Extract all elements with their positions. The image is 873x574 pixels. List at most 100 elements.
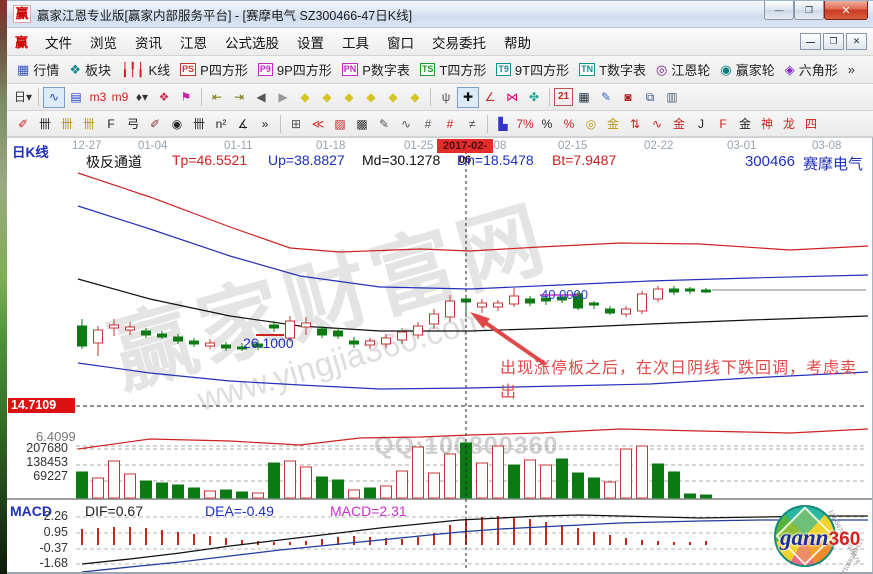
calculator-icon[interactable]: ▦ [578, 90, 590, 104]
main-toolbar: ▦ 行情 ❖ 板块 ╽╿╽ K线 PS P四方形 P9 9P四方形 PN P数字表 TS T四方形 T9 9T… [7, 56, 873, 84]
menu-item-2[interactable]: 浏览 [90, 35, 118, 51]
gold-grid-1-icon[interactable]: 卌 [60, 116, 73, 131]
toolbar-kline-button[interactable]: ╽╿╽ K线 [121, 60, 170, 79]
circle-fan-icon[interactable]: ◉ [171, 116, 183, 131]
toolbar-t-square-button[interactable]: TS T四方形 [419, 60, 486, 79]
zigzag-tool-icon[interactable]: ∿ [43, 86, 65, 108]
blue-bars-icon[interactable]: ▙ [498, 116, 508, 131]
four-angle-icon[interactable]: 四 [804, 116, 817, 131]
spiral-grid-icon[interactable]: 弓 [126, 116, 139, 131]
copy-window-icon[interactable]: ⧉ [645, 90, 655, 104]
grid-corner-icon[interactable]: # [446, 116, 454, 131]
f-angle-icon[interactable]: F [719, 116, 727, 131]
diamond-h-compress-icon[interactable]: ◆ [366, 90, 376, 104]
ma9-chart-icon[interactable]: m9 [111, 90, 129, 104]
menu-item-7[interactable]: 工具 [342, 35, 370, 51]
fib-grid-icon[interactable]: F [107, 116, 115, 131]
long-tool-icon[interactable]: 龙 [782, 116, 795, 131]
toolbar-quotes-button[interactable]: ▦ 行情 [17, 60, 59, 79]
percent-icon[interactable]: % [541, 116, 553, 131]
toolbar-overflow-icon[interactable]: » [847, 62, 856, 77]
minimize-button[interactable]: — [764, 1, 794, 20]
trend-pen-icon[interactable]: ✎ [378, 116, 390, 131]
updown-tool-icon[interactable]: ⇅ [629, 116, 641, 131]
gold-grid-2-icon[interactable]: 卌 [82, 116, 95, 131]
save-icon[interactable]: ◙ [624, 90, 632, 104]
quotes-label: 行情 [33, 63, 60, 78]
parallel-lines-icon[interactable]: ≠ [468, 116, 476, 131]
ribbon-tool-icon[interactable]: ⋈ [506, 90, 518, 104]
ma3-chart-icon[interactable]: m3 [89, 90, 107, 104]
next-bar-icon[interactable]: ▶ [278, 90, 288, 104]
diamond-expand-icon[interactable]: ◆ [388, 90, 398, 104]
close-button[interactable]: ✕ [824, 1, 868, 20]
pan-hand-icon[interactable]: ψ [441, 90, 451, 104]
overflow-draw-icon[interactable]: » [261, 116, 269, 131]
fan-box-icon[interactable]: ▨ [334, 116, 346, 131]
candle-dropdown-icon[interactable]: ♦▾ [135, 90, 149, 104]
cursor-crosshair [256, 151, 578, 571]
menu-item-5[interactable]: 公式选股 [225, 35, 280, 51]
wave-a-icon[interactable]: ∿ [651, 116, 663, 131]
percent-line-icon[interactable]: % [563, 116, 575, 131]
hexagon-label: 六角形 [798, 63, 838, 78]
kline-chart-canvas[interactable] [7, 138, 873, 574]
flag-chart-icon[interactable]: ⚑ [180, 90, 192, 104]
menu-item-1[interactable]: 文件 [45, 35, 73, 51]
cloud-tool-icon[interactable]: ✤ [528, 90, 540, 104]
print-icon[interactable]: ▥ [666, 90, 678, 104]
gann-fan-icon[interactable]: ≪ [311, 116, 325, 131]
diamond-h-expand-icon[interactable]: ◆ [344, 90, 354, 104]
maximize-button[interactable]: ❐ [794, 1, 824, 20]
gold-circle-icon[interactable]: ◎ [585, 116, 597, 131]
mdi-restore-button[interactable]: ❐ [823, 33, 844, 50]
toolbar-t-number-table-button[interactable]: TN T数字表 [579, 60, 646, 79]
last-page-icon[interactable]: ⇥ [233, 90, 245, 104]
first-page-icon[interactable]: ⇤ [211, 90, 223, 104]
chart-style-dropdown-icon[interactable]: 日▾ [13, 90, 33, 104]
x-box-icon[interactable]: ▩ [356, 116, 368, 131]
wave-lines-icon[interactable]: ∿ [400, 116, 412, 131]
toolbar-gann-wheel-button[interactable]: ◎ 江恩轮 [656, 60, 710, 79]
prev-bar-icon[interactable]: ◀ [256, 90, 266, 104]
toolbar-p-square-button[interactable]: PS P四方形 [180, 60, 248, 79]
gold-ray-icon[interactable]: 金 [738, 116, 751, 131]
mdi-close-button[interactable]: ✕ [846, 33, 867, 50]
gold-lines-icon[interactable]: 金 [606, 116, 619, 131]
brush-icon[interactable]: ✐ [17, 116, 29, 131]
toolbar-p-number-table-button[interactable]: PN P数字表 [341, 60, 410, 79]
calendar-icon[interactable]: 21 [554, 88, 573, 106]
mdi-minimize-button[interactable]: — [800, 33, 821, 50]
comb-grid-2-icon[interactable]: 卌 [192, 116, 205, 131]
diamond-right-icon[interactable]: ◆ [322, 90, 332, 104]
toolbar-9p-square-button[interactable]: P9 9P四方形 [257, 60, 332, 79]
protractor-icon[interactable]: ∠ [484, 90, 496, 104]
toolbar-hexagon-button[interactable]: ◈ 六角形 [785, 60, 838, 79]
angle-a-icon[interactable]: ∡ [237, 116, 249, 131]
menu-item-6[interactable]: 设置 [297, 35, 325, 51]
quote-board-icon[interactable]: ▤ [70, 90, 82, 104]
menu-item-8[interactable]: 窗口 [387, 35, 415, 51]
strike-percent-icon[interactable]: 7% [516, 116, 534, 131]
crosshair-icon[interactable]: ✚ [457, 86, 479, 108]
menu-item-9[interactable]: 交易委托 [432, 35, 487, 51]
comb-grid-icon[interactable]: 卌 [38, 116, 51, 131]
diamond-left-icon[interactable]: ◆ [300, 90, 310, 104]
diamond-compress-icon[interactable]: ◆ [410, 90, 420, 104]
toolbar-winner-wheel-button[interactable]: ◉ 赢家轮 [720, 60, 774, 79]
grid-sharp-icon[interactable]: # [424, 116, 432, 131]
menu-item-3[interactable]: 资讯 [135, 35, 163, 51]
toolbar-9t-square-button[interactable]: T9 9T四方形 [496, 60, 569, 79]
pen-grid-icon[interactable]: ✐ [149, 116, 161, 131]
pattern-tool-icon[interactable]: ❖ [158, 90, 170, 104]
box-line-icon[interactable]: ⊞ [290, 116, 302, 131]
j-angle-icon[interactable]: J [698, 116, 704, 131]
menu-item-4[interactable]: 江恩 [180, 35, 208, 51]
gold-angle-icon[interactable]: 金 [672, 116, 685, 131]
memo-icon[interactable]: ✎ [600, 90, 612, 104]
menu-item-10[interactable]: 帮助 [504, 35, 532, 51]
shen-tool-icon[interactable]: 神 [760, 116, 773, 131]
chart-area[interactable]: 赢家财富网 www.yingjia360.com QQ:100800360 [7, 137, 873, 574]
n-square-icon[interactable]: n² [215, 116, 227, 131]
toolbar-sectors-button[interactable]: ❖ 板块 [69, 60, 111, 79]
